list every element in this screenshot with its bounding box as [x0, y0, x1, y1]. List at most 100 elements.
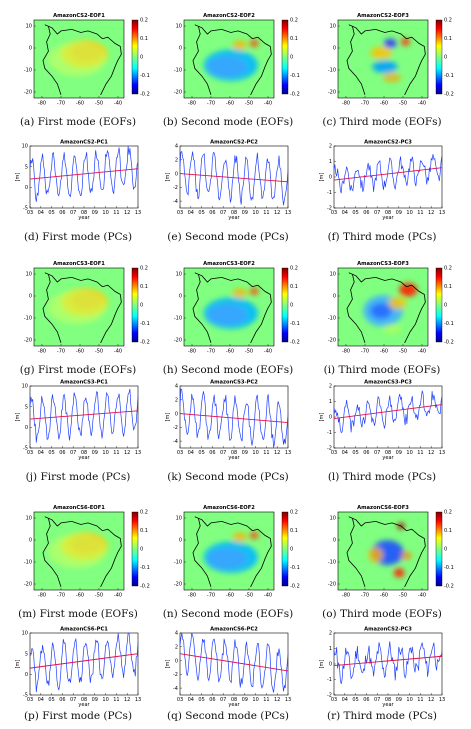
x-tick-label: 10 [406, 450, 412, 456]
y-tick-label: -4 [173, 439, 178, 445]
y-axis-label: [m] [15, 660, 21, 669]
y-tick-label: 10 [22, 631, 28, 637]
coastline [44, 516, 121, 539]
colorbar-tick-label: 0.1 [290, 528, 298, 534]
x-tick-label: -70 [207, 101, 215, 107]
x-tick-label: 06 [59, 450, 65, 456]
x-tick-label: 05 [48, 697, 54, 703]
map-frame [183, 267, 275, 347]
y-tick-label: 10 [330, 516, 336, 522]
x-tick-label: 06 [209, 210, 215, 216]
plot-frame [29, 385, 139, 449]
map-anomaly [399, 282, 418, 297]
y-tick-label: 0 [179, 538, 182, 544]
x-tick-label: -50 [95, 101, 103, 107]
x-axis-label: year [78, 455, 90, 461]
x-tick-label: 12 [428, 210, 434, 216]
x-tick-label: 10 [102, 697, 108, 703]
map-anomalies [48, 288, 108, 325]
map-anomaly [401, 37, 410, 46]
map-anomaly [249, 531, 259, 540]
eof-map-panel: AmazonCS2-EOF1 10 0 -10 -20 -80 -70 -60 -50 -40 0.… [24, 13, 150, 107]
x-tick-label: 13 [439, 450, 445, 456]
panel-caption: (o) Third mode (EOFs) [322, 608, 442, 620]
eof-map-panel: AmazonCS3-EOF1 10 0 -10 -20 -80 -70 -60 -50 -40 0.… [24, 261, 150, 355]
coastline [100, 46, 122, 96]
map-field [184, 268, 274, 346]
y-tick-label: 0 [29, 294, 32, 300]
x-tick-label: 03 [177, 450, 183, 456]
plot-frame [179, 145, 289, 209]
colorbar [435, 267, 443, 343]
x-tick-label: 04 [342, 450, 348, 456]
colorbar-tick-label: -0.1 [290, 73, 300, 79]
x-tick-label: 09 [242, 697, 248, 703]
trend-line [29, 410, 139, 420]
x-tick-label: -70 [361, 349, 369, 355]
colorbar-tick-label: 0.2 [140, 510, 148, 516]
panel-caption: (l) Third mode (PCs) [328, 471, 436, 483]
map-anomaly [232, 288, 247, 298]
colorbar-tick-label: 0.1 [444, 36, 452, 42]
x-tick-label: -60 [76, 101, 84, 107]
coastline [42, 274, 62, 344]
panel-title: AmazonCS3-EOF1 [53, 261, 105, 267]
colorbar-tick-label: 0.1 [140, 36, 148, 42]
coastline [42, 518, 62, 588]
y-tick-label: 2 [175, 157, 178, 163]
y-tick-label: -10 [24, 68, 32, 74]
coastline [346, 274, 366, 344]
eof-map-panel: AmazonCS6-EOF1 10 0 -10 -20 -80 -70 -60 -50 -40 0.… [24, 505, 150, 599]
eof-map-panel: AmazonCS3-EOF2 10 0 -10 -20 -80 -70 -60 -50 -40 0.… [174, 261, 300, 355]
x-tick-label: 08 [385, 697, 391, 703]
y-tick-label: 2 [329, 631, 332, 637]
colorbar-tick-label: -0.2 [444, 340, 454, 346]
map-anomaly [393, 568, 405, 578]
x-tick-label: 10 [406, 697, 412, 703]
coastline [348, 272, 425, 295]
x-tick-label: -80 [342, 349, 350, 355]
colorbar-tick-label: 0 [444, 547, 447, 553]
colorbar-tick-label: 0.1 [140, 284, 148, 290]
y-tick-label: 10 [22, 384, 28, 390]
map-field [34, 512, 124, 590]
panel-title: AmazonCS6-PC2 [210, 627, 258, 633]
x-tick-label: -60 [76, 593, 84, 599]
y-tick-label: 10 [176, 24, 182, 30]
x-tick-label: -70 [361, 593, 369, 599]
colorbar-tick-label: 0.1 [290, 36, 298, 42]
x-tick-label: -50 [399, 349, 407, 355]
pc-timeseries-panel: AmazonCS6-PC1 10 5 0 -503 04 05 06 07 08 09 10 11 12 1… [15, 627, 141, 709]
y-tick-label: -2 [327, 206, 332, 212]
y-tick-label: 0 [25, 672, 28, 678]
x-tick-label: 09 [396, 697, 402, 703]
panel-caption: (g) First mode (EOFs) [20, 364, 137, 376]
plot-frame [179, 385, 289, 449]
x-tick-label: 04 [188, 210, 194, 216]
colorbar-tick-label: -0.2 [444, 584, 454, 590]
x-tick-label: 13 [285, 697, 291, 703]
y-axis-label: [m] [319, 660, 325, 669]
map-field [34, 20, 124, 98]
map-anomaly [232, 532, 247, 542]
panel-title: AmazonCS2-EOF3 [357, 13, 409, 19]
y-axis-label: [m] [15, 173, 21, 182]
x-tick-label: 12 [428, 697, 434, 703]
pc-series-line [333, 154, 443, 194]
x-tick-label: 06 [209, 697, 215, 703]
map-frame [337, 511, 429, 591]
map-anomalies [203, 531, 259, 573]
y-tick-label: 4 [175, 384, 178, 390]
colorbar-tick-label: -0.2 [290, 584, 300, 590]
x-tick-label: 10 [406, 210, 412, 216]
panel-caption: (n) Second mode (EOFs) [163, 608, 293, 620]
trend-line [179, 653, 289, 672]
x-tick-label: -50 [245, 349, 253, 355]
y-tick-label: -5 [23, 446, 28, 452]
x-tick-label: 11 [417, 697, 423, 703]
x-tick-label: 08 [231, 450, 237, 456]
map-anomalies [203, 39, 259, 81]
coastline [404, 294, 426, 344]
